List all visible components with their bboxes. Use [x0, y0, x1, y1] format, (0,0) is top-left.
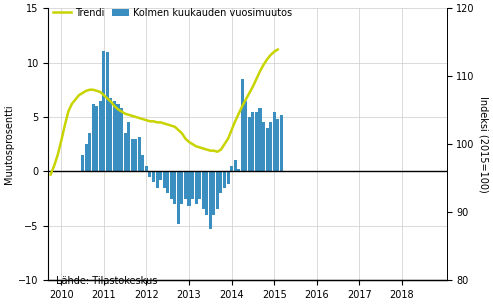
Bar	[152, 171, 155, 182]
Bar	[155, 171, 159, 188]
Bar	[141, 155, 144, 171]
Bar	[234, 161, 237, 171]
Bar	[184, 171, 187, 199]
Bar	[191, 171, 194, 199]
Bar	[266, 128, 269, 171]
Bar	[276, 119, 279, 171]
Bar	[163, 171, 166, 188]
Bar	[209, 171, 212, 229]
Bar	[273, 112, 276, 171]
Bar	[92, 104, 95, 171]
Bar	[170, 171, 173, 199]
Bar	[159, 171, 162, 180]
Bar	[95, 106, 98, 171]
Bar	[262, 123, 265, 171]
Bar	[258, 108, 261, 171]
Bar	[116, 104, 119, 171]
Bar	[145, 166, 148, 171]
Bar	[226, 171, 230, 185]
Bar	[131, 139, 134, 171]
Bar	[148, 171, 151, 177]
Bar	[173, 171, 176, 204]
Y-axis label: Muutosprosentti: Muutosprosentti	[4, 104, 14, 184]
Bar	[134, 139, 137, 171]
Bar	[216, 171, 219, 209]
Bar	[102, 50, 106, 171]
Bar	[113, 101, 116, 171]
Bar	[241, 79, 244, 171]
Bar	[195, 171, 198, 204]
Legend: Trendi, Kolmen kuukauden vuosimuutos: Trendi, Kolmen kuukauden vuosimuutos	[53, 8, 292, 18]
Bar	[84, 144, 88, 171]
Bar	[212, 171, 215, 215]
Bar	[187, 171, 190, 206]
Bar	[106, 52, 109, 171]
Bar	[198, 171, 201, 199]
Bar	[280, 115, 283, 171]
Bar	[205, 171, 208, 215]
Bar	[81, 155, 84, 171]
Bar	[138, 136, 141, 171]
Bar	[88, 133, 91, 171]
Bar	[248, 117, 251, 171]
Bar	[269, 123, 272, 171]
Bar	[120, 108, 123, 171]
Text: Lähde: Tilastokeskus: Lähde: Tilastokeskus	[56, 275, 158, 285]
Y-axis label: Indeksi (2015=100): Indeksi (2015=100)	[479, 96, 489, 192]
Bar	[244, 101, 247, 171]
Bar	[180, 171, 183, 204]
Bar	[177, 171, 180, 223]
Bar	[166, 171, 169, 193]
Bar	[219, 171, 222, 193]
Bar	[99, 101, 102, 171]
Bar	[237, 169, 240, 171]
Bar	[202, 171, 205, 209]
Bar	[124, 133, 127, 171]
Bar	[230, 166, 233, 171]
Bar	[127, 123, 130, 171]
Bar	[251, 112, 254, 171]
Bar	[255, 112, 258, 171]
Bar	[223, 171, 226, 188]
Bar	[109, 98, 112, 171]
